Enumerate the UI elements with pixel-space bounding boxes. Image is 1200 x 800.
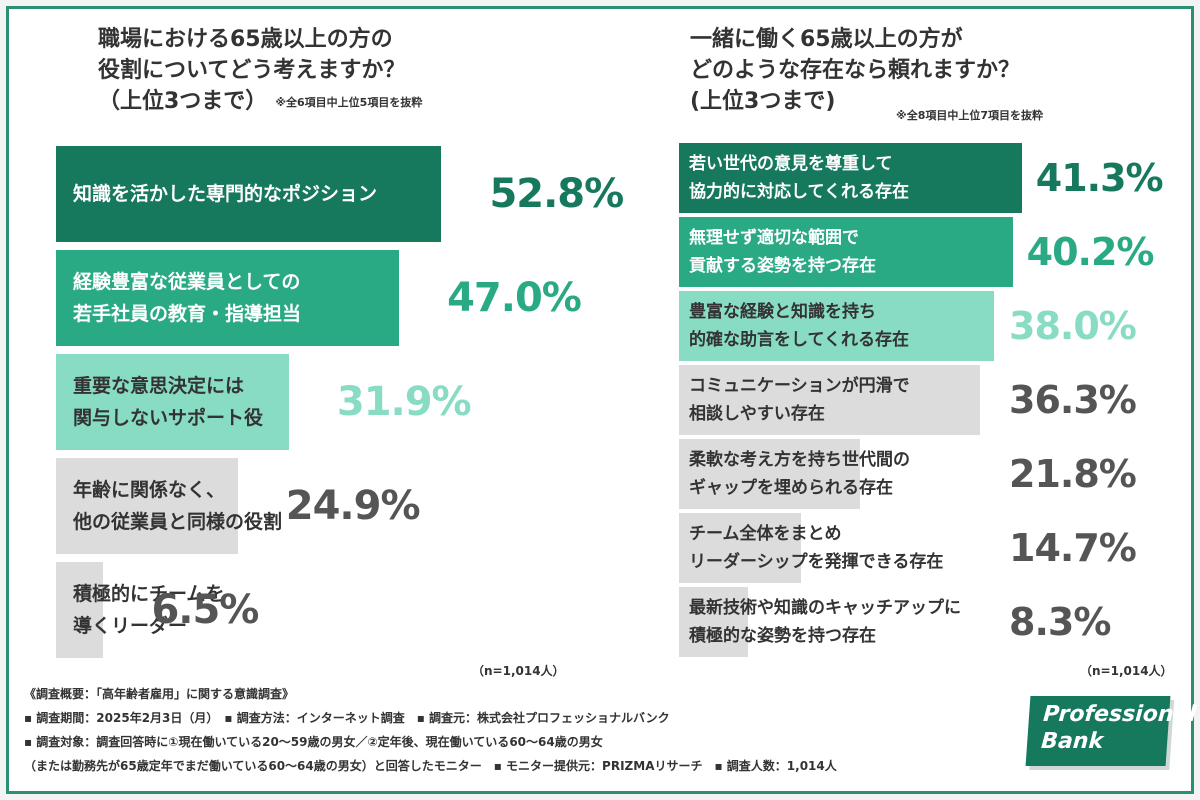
- bar-value-5: 6.5%: [151, 587, 259, 633]
- bar-label-4-line-2: 他の従業員と同様の役割: [73, 511, 283, 533]
- bar-label-3-line-2: 関与しないサポート役: [73, 407, 264, 429]
- left-bar-chart: 知識を活かした専門的なポジション 52.8% 経験豊富な従業員としての 若手社員の教育…: [56, 146, 636, 666]
- right-chart-title: 一緒に働く65歳以上の方が どのような存在なら頼れますか？ (上位3つまで): [690, 24, 1020, 117]
- survey-line-1: 《調査概要：「高年齢者雇用」に関する意識調査》: [24, 687, 295, 701]
- bar-label-3-line-1: 豊富な経験と知識を持ち: [689, 302, 876, 322]
- bar-value-4: 24.9%: [285, 483, 421, 529]
- bar-1: [679, 143, 1022, 213]
- bar-label-5: 積極的にチームを 導くリーダー: [73, 578, 224, 642]
- logo-line-1: Professional: [1042, 702, 1197, 727]
- bar-label-1-line-1: 若い世代の意見を尊重して: [689, 154, 893, 174]
- bar-label-3-line-1: 重要な意思決定には: [73, 375, 245, 397]
- bar-label-1-line-2: 協力的に対応してくれる存在: [689, 182, 909, 202]
- left-sample-size: （n=1,014人）: [472, 664, 565, 678]
- bar-value-1: 41.3%: [1035, 156, 1164, 200]
- bar-value-1: 52.8%: [489, 171, 624, 217]
- survey-line-4: （または勤務先が65歳定年でまだ働いている60〜64歳の男女）と回答したモニター…: [24, 759, 837, 773]
- bar-label-3: 重要な意思決定には 関与しないサポート役: [73, 370, 263, 434]
- right-bar-chart: 若い世代の意見を尊重して 協力的に対応してくれる存在 41.3% 無理せず適切な範囲で…: [679, 143, 1179, 663]
- left-title-sub: （上位3つまで）: [98, 89, 268, 114]
- bar-label-1: 知識を活かした専門的なポジション: [73, 178, 377, 210]
- bar-label-2-line-2: 貢献する姿勢を持つ存在: [689, 256, 876, 276]
- bar-label-5: 柔軟な考え方を持ち世代間の ギャップを埋められる存在: [689, 446, 910, 502]
- bar-label-7: 最新技術や知識のキャッチアップに 積極的な姿勢を持つ存在: [689, 594, 961, 650]
- bar-value-7: 8.3%: [1009, 600, 1111, 644]
- bar-label-1-line-1: 知識を活かした専門的なポジション: [73, 183, 378, 205]
- left-title-line-2: 役割についてどう考えますか？: [98, 58, 406, 83]
- bar-label-7-line-2: 積極的な姿勢を持つ存在: [689, 626, 876, 646]
- bar-5: [679, 439, 860, 509]
- survey-overview: 《調査概要：「高年齢者雇用」に関する意識調査》 ▪ 調査期間：2025年2月3日…: [24, 682, 837, 778]
- bar-1: [56, 146, 442, 242]
- professional-bank-logo: Professional Bank: [1025, 696, 1197, 766]
- bar-label-4: コミュニケーションが円滑で 相談しやすい存在: [689, 372, 910, 428]
- bar-label-5-line-2: ギャップを埋められる存在: [689, 478, 893, 498]
- bar-2: [56, 250, 400, 346]
- bar-5: [56, 562, 104, 658]
- bar-value-3: 31.9%: [336, 379, 472, 425]
- bar-value-4: 36.3%: [1009, 378, 1137, 422]
- right-note: ※全8項目中上位7項目を抜粋: [896, 109, 1044, 122]
- survey-line-3: ▪ 調査対象：調査回答時に①現在働いている20〜59歳の男女／②定年後、現在働い…: [24, 735, 603, 749]
- bar-label-3: 豊富な経験と知識を持ち的確な助言をしてくれる存在: [689, 298, 909, 354]
- bar-2: [679, 217, 1013, 287]
- bar-7: [679, 587, 748, 657]
- bar-label-2-line-1: 経験豊富な従業員としての: [73, 271, 301, 293]
- bar-4: [679, 365, 981, 435]
- bar-label-6-line-2: リーダーシップを発揮できる存在: [689, 552, 944, 572]
- bar-label-2: 経験豊富な従業員としての 若手社員の教育・指導担当: [73, 266, 301, 330]
- bar-label-5-line-2: 導くリーダー: [73, 615, 188, 637]
- left-title-line-1: 職場における65歳以上の方の: [98, 27, 393, 52]
- bar-value-2: 40.2%: [1026, 230, 1155, 274]
- bar-label-2-line-1: 無理せず適切な範囲で: [689, 228, 859, 248]
- bar-label-2-line-2: 若手社員の教育・指導担当: [73, 303, 302, 325]
- right-sample-size: （n=1,014人）: [1080, 664, 1173, 678]
- logo-line-2: Bank: [1040, 729, 1105, 754]
- bar-value-6: 14.7%: [1009, 526, 1137, 570]
- bar-label-3-line-2: 的確な助言をしてくれる存在: [689, 330, 909, 350]
- right-title-line-3: (上位3つまで): [690, 89, 836, 114]
- bar-value-2: 47.0%: [447, 275, 582, 321]
- survey-line-2: ▪ 調査期間：2025年2月3日（月） ▪ 調査方法：インターネット調査 ▪ 調…: [24, 711, 670, 725]
- bar-value-3: 38.0%: [1009, 304, 1137, 348]
- bar-label-6-line-1: チーム全体をまとめ: [689, 524, 842, 544]
- bar-label-4-line-1: 年齢に関係なく、: [73, 479, 226, 501]
- bar-label-4-line-2: 相談しやすい存在: [689, 404, 825, 424]
- right-title-line-2: どのような存在なら頼れますか？: [690, 58, 1021, 83]
- left-note: ※全6項目中上位5項目を抜粋: [275, 95, 423, 109]
- bar-label-4-line-1: コミュニケーションが円滑で: [689, 376, 910, 396]
- left-title-line-3: （上位3つまで） ※全6項目中上位5項目を抜粋: [98, 86, 422, 118]
- bar-4: [56, 458, 238, 554]
- bar-label-2: 無理せず適切な範囲で 貢献する姿勢を持つ存在: [689, 224, 876, 280]
- bar-value-5: 21.8%: [1009, 452, 1137, 496]
- bar-3: [56, 354, 289, 450]
- bar-6: [679, 513, 801, 583]
- left-chart-title: 職場における65歳以上の方の 役割についてどう考えますか？ （上位3つまで） ※全…: [98, 24, 422, 118]
- bar-3: [679, 291, 995, 361]
- bar-label-5-line-1: 柔軟な考え方を持ち世代間の: [689, 450, 910, 470]
- bar-label-1: 若い世代の意見を尊重して 協力的に対応してくれる存在: [689, 150, 909, 206]
- bar-label-7-line-1: 最新技術や知識のキャッチアップに: [689, 598, 961, 618]
- right-title-line-1: 一緒に働く65歳以上の方が: [690, 27, 963, 52]
- bar-label-4: 年齢に関係なく、他の従業員と同様の役割: [73, 474, 282, 538]
- bar-label-6: チーム全体をまとめリーダーシップを発揮できる存在: [689, 520, 943, 576]
- bar-label-5-line-1: 積極的にチームを: [73, 583, 225, 605]
